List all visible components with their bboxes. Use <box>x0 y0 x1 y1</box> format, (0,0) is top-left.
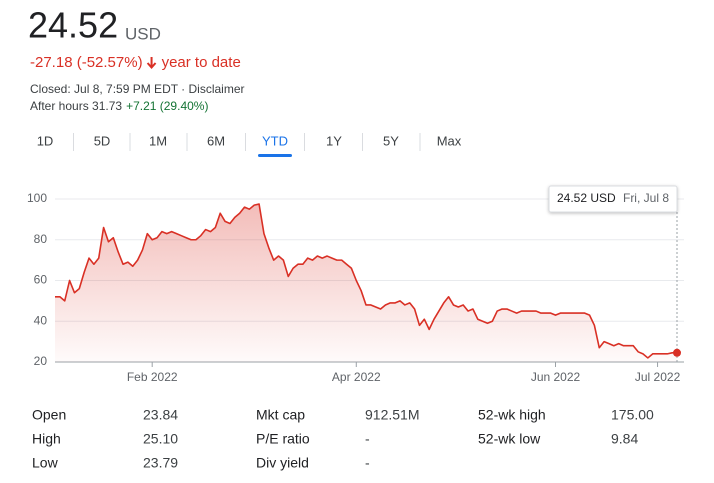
tooltip-date: Fri, Jul 8 <box>623 191 669 205</box>
stat-value: 25.10 <box>143 431 178 447</box>
area <box>55 204 677 362</box>
stat-value: - <box>365 431 370 447</box>
tab[interactable]: 5D <box>94 133 111 148</box>
stat-value: 23.79 <box>143 455 178 471</box>
stat-label: High <box>32 431 61 447</box>
stat-value: 9.84 <box>611 431 638 447</box>
tab[interactable]: YTD <box>262 133 288 148</box>
y-tick-label: 80 <box>34 232 48 246</box>
y-tick-label: 60 <box>34 273 48 287</box>
y-tick-label: 40 <box>34 313 48 327</box>
change: -27.18 (-52.57%) <box>30 54 143 71</box>
tooltip-box <box>548 185 678 213</box>
x-tick-label: Jun 2022 <box>531 370 581 384</box>
price: 24.52 <box>28 5 118 46</box>
tab[interactable]: 6M <box>207 133 225 148</box>
stats-table: Open 23.84 High 25.10 Low 23.79 Mkt cap 912.51M… <box>32 407 654 471</box>
tooltip-price: 24.52 USD <box>557 191 616 205</box>
down-arrow <box>146 57 157 70</box>
range-tabs: 1D 5D 1M 6M YTD 1Y 5Y Max <box>37 133 462 157</box>
stat-label: Low <box>32 455 59 471</box>
tab[interactable]: Max <box>437 133 462 148</box>
currency: USD <box>125 24 161 43</box>
y-tick-label: 100 <box>27 191 47 205</box>
stat-label: P/E ratio <box>256 431 310 447</box>
stat-label: 52-wk low <box>478 431 541 447</box>
tab-underline <box>258 154 292 157</box>
x-tick-label: Apr 2022 <box>332 370 381 384</box>
period: year to date <box>162 54 241 71</box>
stat-value: 175.00 <box>611 407 654 423</box>
y-tick-label: 20 <box>34 354 48 368</box>
stat-label: Open <box>32 407 66 423</box>
stat-value: - <box>365 455 370 471</box>
end-point <box>673 348 681 357</box>
stat-label: Mkt cap <box>256 407 305 423</box>
after-hours-change: +7.21 (29.40%) <box>126 99 208 113</box>
after-hours: After hours 31.73 +7.21 (29.40%) <box>30 99 208 113</box>
stat-value: 23.84 <box>143 407 178 423</box>
stat-value: 912.51M <box>365 407 419 423</box>
stat-label: Div yield <box>256 455 309 471</box>
tab[interactable]: 1D <box>37 133 54 148</box>
stat-label: 52-wk high <box>478 407 546 423</box>
x-tick-label: Jul 2022 <box>635 370 681 384</box>
closed-info: Closed: Jul 8, 7:59 PM EDT · Disclaimer <box>30 82 245 96</box>
tab[interactable]: 5Y <box>383 133 399 148</box>
price-line <box>55 203 678 359</box>
x-tick-label: Feb 2022 <box>127 370 178 384</box>
after-hours-price: After hours 31.73 <box>30 99 122 113</box>
tab[interactable]: 1M <box>149 133 167 148</box>
chart: 20 40 60 80 100 Feb 2022 Apr 2022 Jun 2022 Jul 2… <box>27 185 684 384</box>
tab[interactable]: 1Y <box>326 133 342 148</box>
